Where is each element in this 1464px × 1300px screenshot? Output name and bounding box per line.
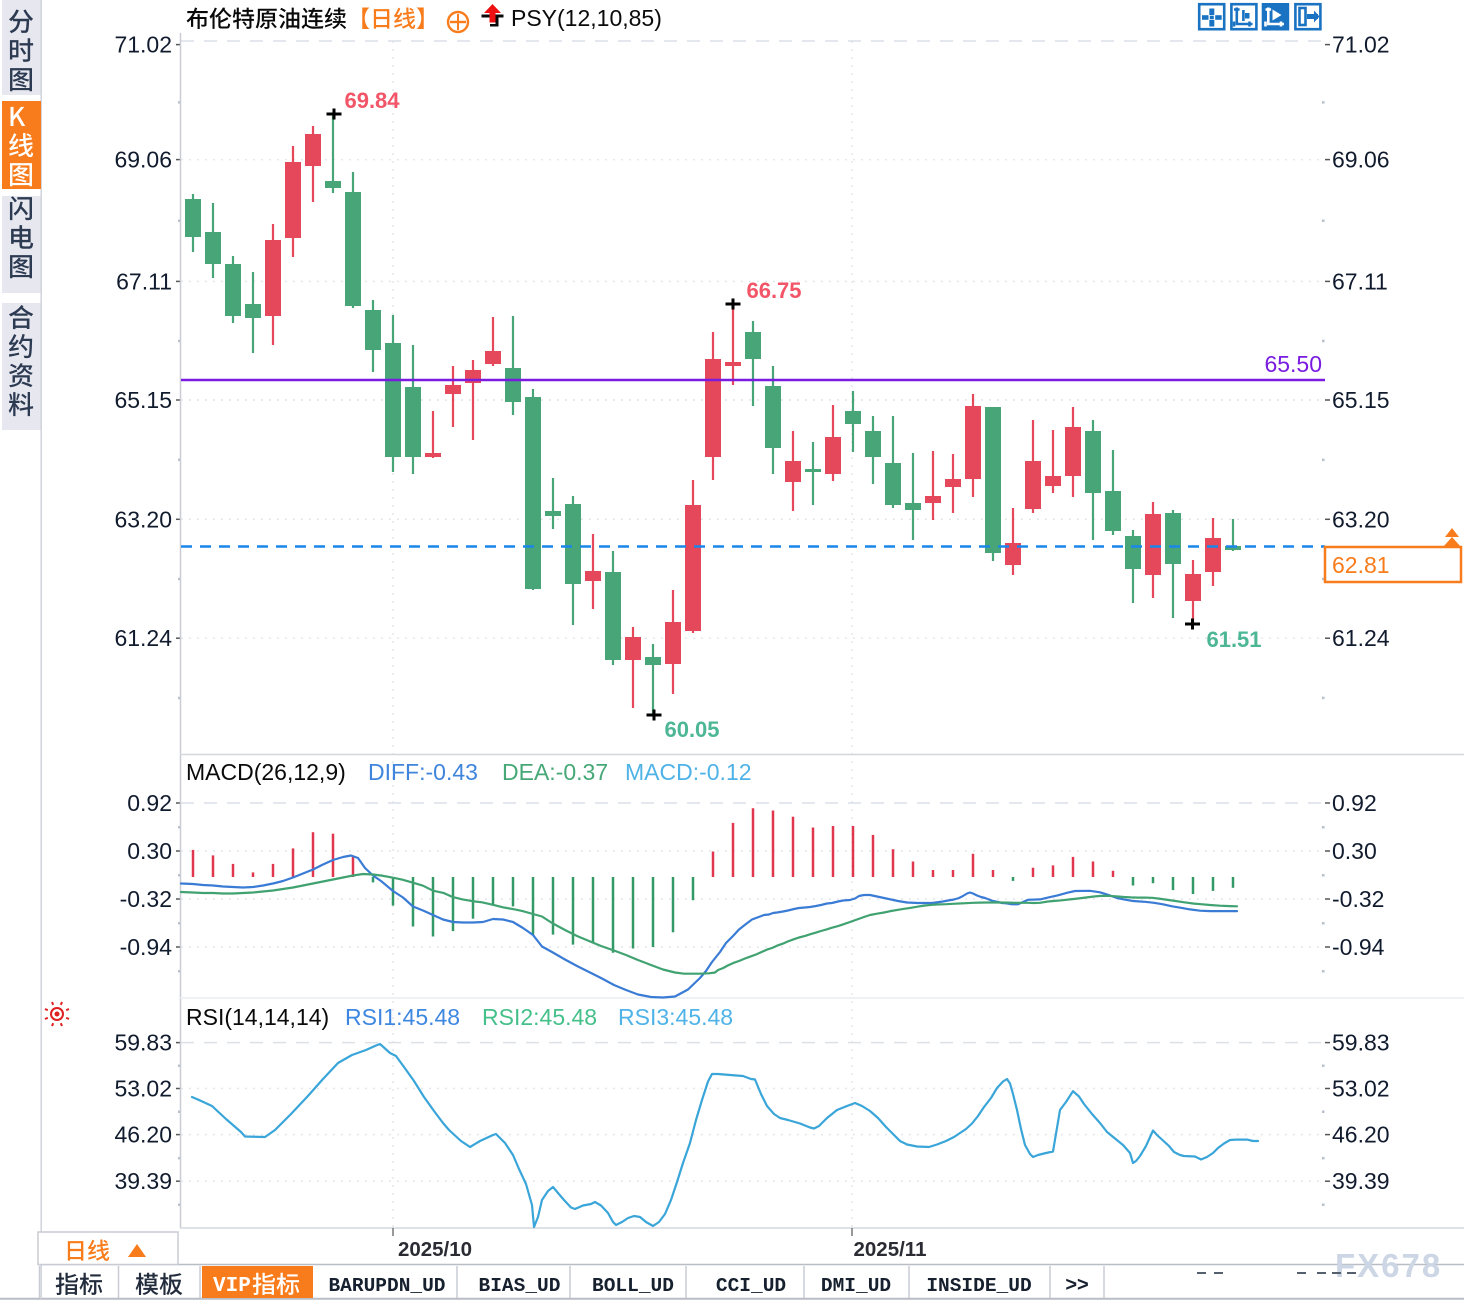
svg-text:39.39: 39.39 <box>114 1168 172 1194</box>
svg-text:>>: >> <box>1065 1274 1088 1296</box>
svg-text:0.92: 0.92 <box>127 790 172 816</box>
svg-text:-0.32: -0.32 <box>1332 886 1384 912</box>
svg-text:RSI2:45.48: RSI2:45.48 <box>482 1004 597 1030</box>
svg-text:0.30: 0.30 <box>1332 838 1377 864</box>
svg-text:0.30: 0.30 <box>127 838 172 864</box>
svg-text:59.83: 59.83 <box>114 1030 172 1056</box>
svg-text:46.20: 46.20 <box>114 1122 172 1148</box>
svg-text:60.05: 60.05 <box>664 717 719 742</box>
svg-text:-0.94: -0.94 <box>1332 934 1385 960</box>
svg-text:61.24: 61.24 <box>114 625 172 651</box>
svg-text:69.06: 69.06 <box>114 147 172 173</box>
svg-text:69.06: 69.06 <box>1332 147 1390 173</box>
svg-text:RSI3:45.48: RSI3:45.48 <box>618 1004 733 1030</box>
svg-text:RSI1:45.48: RSI1:45.48 <box>345 1004 460 1030</box>
svg-text:DMI_UD: DMI_UD <box>821 1275 891 1297</box>
svg-text:65.50: 65.50 <box>1264 351 1322 377</box>
svg-text:67.11: 67.11 <box>1332 268 1388 294</box>
svg-text:39.39: 39.39 <box>1332 1168 1390 1194</box>
svg-text:61.51: 61.51 <box>1206 627 1261 652</box>
svg-text:61.24: 61.24 <box>1332 625 1390 651</box>
svg-text:65.15: 65.15 <box>114 387 172 413</box>
svg-text:-0.94: -0.94 <box>120 934 173 960</box>
svg-text:63.20: 63.20 <box>1332 506 1390 532</box>
svg-text:66.75: 66.75 <box>746 278 801 303</box>
svg-text:2025/10: 2025/10 <box>398 1238 472 1261</box>
svg-text:53.02: 53.02 <box>1332 1076 1390 1102</box>
svg-text:46.20: 46.20 <box>1332 1122 1390 1148</box>
svg-text:53.02: 53.02 <box>114 1076 172 1102</box>
svg-text:BIAS_UD: BIAS_UD <box>479 1275 561 1297</box>
svg-text:CCI_UD: CCI_UD <box>716 1275 786 1297</box>
svg-text:DIFF:-0.43: DIFF:-0.43 <box>368 759 478 785</box>
svg-text:71.02: 71.02 <box>114 32 172 58</box>
svg-text:FX678: FX678 <box>1335 1247 1442 1284</box>
svg-text:59.83: 59.83 <box>1332 1030 1390 1056</box>
svg-text:MACD(26,12,9): MACD(26,12,9) <box>186 759 346 785</box>
svg-text:69.84: 69.84 <box>344 88 400 113</box>
svg-text:2025/11: 2025/11 <box>854 1238 927 1261</box>
svg-text:PSY(12,10,85): PSY(12,10,85) <box>511 5 662 31</box>
svg-text:RSI(14,14,14): RSI(14,14,14) <box>186 1004 329 1030</box>
svg-text:DEA:-0.37: DEA:-0.37 <box>502 759 608 785</box>
svg-text:65.15: 65.15 <box>1332 387 1390 413</box>
svg-text:MACD:-0.12: MACD:-0.12 <box>625 759 752 785</box>
svg-text:BOLL_UD: BOLL_UD <box>592 1275 674 1297</box>
svg-text:71.02: 71.02 <box>1332 32 1390 58</box>
svg-text:67.11: 67.11 <box>116 268 172 294</box>
svg-text:INSIDE_UD: INSIDE_UD <box>926 1275 1031 1297</box>
svg-text:62.81: 62.81 <box>1332 552 1390 578</box>
svg-text:-0.32: -0.32 <box>120 886 172 912</box>
svg-text:VIP: VIP <box>213 1275 251 1298</box>
svg-text:63.20: 63.20 <box>114 506 172 532</box>
svg-text:BARUPDN_UD: BARUPDN_UD <box>328 1275 445 1297</box>
svg-text:0.92: 0.92 <box>1332 790 1377 816</box>
